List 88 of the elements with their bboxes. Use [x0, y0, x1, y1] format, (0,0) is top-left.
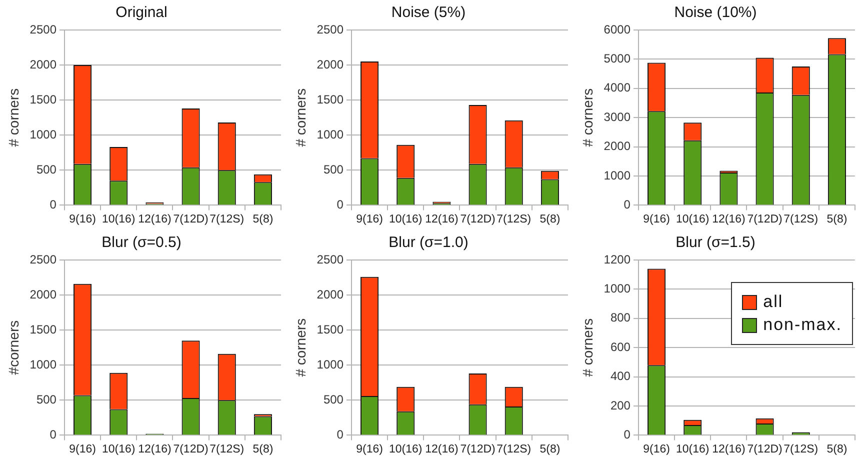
y-tick-label: 2500: [30, 22, 57, 36]
y-tick-label: 0: [50, 428, 57, 442]
y-tick-label: 2500: [316, 252, 344, 266]
x-tick-label: 7(12D): [747, 213, 783, 226]
y-tick-label: 2500: [316, 22, 344, 36]
x-tick-label: 9(16): [356, 443, 384, 456]
y-tick-label: 4000: [604, 80, 631, 95]
y-tick-label: 2000: [30, 287, 57, 302]
x-tick-label: 12(16): [712, 443, 746, 456]
x-tick-label: 10(16): [102, 213, 136, 226]
y-tick-label: 0: [336, 198, 344, 212]
y-tick-label: 1500: [30, 322, 57, 336]
x-tick-label: 10(16): [676, 443, 710, 456]
y-axis-title: #corners: [5, 320, 22, 375]
y-tick-label: 2500: [30, 252, 57, 266]
y-tick-label: 200: [610, 398, 631, 412]
chart-title: Noise (10%): [674, 4, 757, 22]
x-tick-label: 7(12S): [784, 443, 818, 456]
x-tick-label: 10(16): [388, 443, 422, 456]
x-tick-label: 7(12S): [784, 213, 818, 226]
x-tick-label: 5(8): [252, 443, 274, 456]
y-tick-label: 500: [323, 392, 344, 406]
y-tick-label: 2000: [316, 287, 344, 302]
x-tick-label: 5(8): [252, 213, 274, 226]
x-tick-label: 9(16): [69, 443, 96, 456]
x-tick-label: 5(8): [826, 443, 848, 456]
x-tick-label: 12(16): [425, 443, 458, 456]
y-tick-label: 1500: [316, 92, 344, 106]
y-tick-label: 1000: [30, 127, 57, 142]
x-tick-label: 7(12S): [210, 213, 244, 226]
x-tick-label: 10(16): [388, 213, 422, 226]
x-tick-label: 9(16): [69, 213, 96, 226]
y-tick-label: 600: [610, 340, 631, 354]
x-tick-label: 7(12D): [460, 213, 496, 226]
x-tick-label: 7(12D): [747, 443, 783, 456]
y-axis-title: # corners: [292, 318, 308, 377]
y-tick-label: 1000: [316, 127, 344, 142]
y-tick-label: 2000: [316, 57, 344, 72]
y-tick-label: 2000: [604, 139, 631, 154]
x-tick-label: 7(12S): [210, 443, 244, 456]
x-tick-label: 9(16): [356, 213, 384, 226]
y-axis-title: # corners: [579, 88, 596, 147]
y-tick-label: 500: [323, 162, 344, 176]
y-tick-label: 500: [36, 392, 57, 406]
x-tick-label: 7(12D): [173, 213, 209, 226]
chart-title: Blur (σ=1.5): [676, 234, 756, 252]
y-tick-label: 2000: [30, 57, 57, 72]
y-tick-label: 0: [50, 198, 57, 212]
y-tick-label: 5000: [604, 52, 631, 66]
y-tick-label: 1000: [316, 357, 344, 372]
x-tick-label: 12(16): [712, 213, 746, 226]
x-tick-label: 7(12D): [460, 443, 496, 456]
y-tick-label: 0: [624, 198, 631, 212]
legend-label: all: [763, 292, 784, 312]
y-axis-title: # corners: [292, 88, 308, 147]
y-tick-label: 1000: [30, 357, 57, 372]
y-tick-label: 3000: [604, 110, 631, 124]
x-tick-label: 5(8): [540, 443, 560, 456]
x-tick-label: 10(16): [102, 443, 136, 456]
y-tick-label: 1000: [604, 168, 631, 182]
chart-title: Original: [116, 4, 168, 22]
y-tick-label: 1000: [604, 282, 631, 296]
x-tick-label: 10(16): [676, 213, 710, 226]
x-tick-label: 12(16): [138, 443, 172, 456]
y-tick-label: 0: [624, 428, 631, 442]
chart-title: Noise (5%): [391, 4, 466, 22]
y-tick-label: 500: [36, 162, 57, 176]
y-tick-label: 0: [336, 428, 344, 442]
x-tick-label: 7(12S): [496, 443, 532, 456]
y-tick-label: 400: [610, 369, 631, 384]
y-axis-title: # corners: [5, 88, 22, 147]
x-tick-label: 5(8): [826, 213, 848, 226]
x-tick-label: 12(16): [138, 213, 172, 226]
x-tick-label: 9(16): [643, 443, 670, 456]
y-tick-label: 800: [610, 310, 631, 325]
y-tick-label: 1500: [30, 92, 57, 106]
chart-title: Blur (σ=1.0): [388, 234, 468, 252]
legend-label: non-max.: [763, 315, 842, 335]
y-tick-label: 1200: [604, 252, 631, 266]
x-tick-label: 12(16): [425, 213, 458, 226]
y-tick-label: 1500: [316, 322, 344, 336]
chart-title: Blur (σ=0.5): [102, 234, 182, 252]
x-tick-label: 9(16): [643, 213, 670, 226]
x-tick-label: 7(12D): [173, 443, 209, 456]
y-axis-title: # corners: [579, 318, 596, 377]
x-tick-label: 5(8): [540, 213, 560, 226]
y-tick-label: 6000: [604, 22, 631, 36]
x-tick-label: 7(12S): [496, 213, 532, 226]
